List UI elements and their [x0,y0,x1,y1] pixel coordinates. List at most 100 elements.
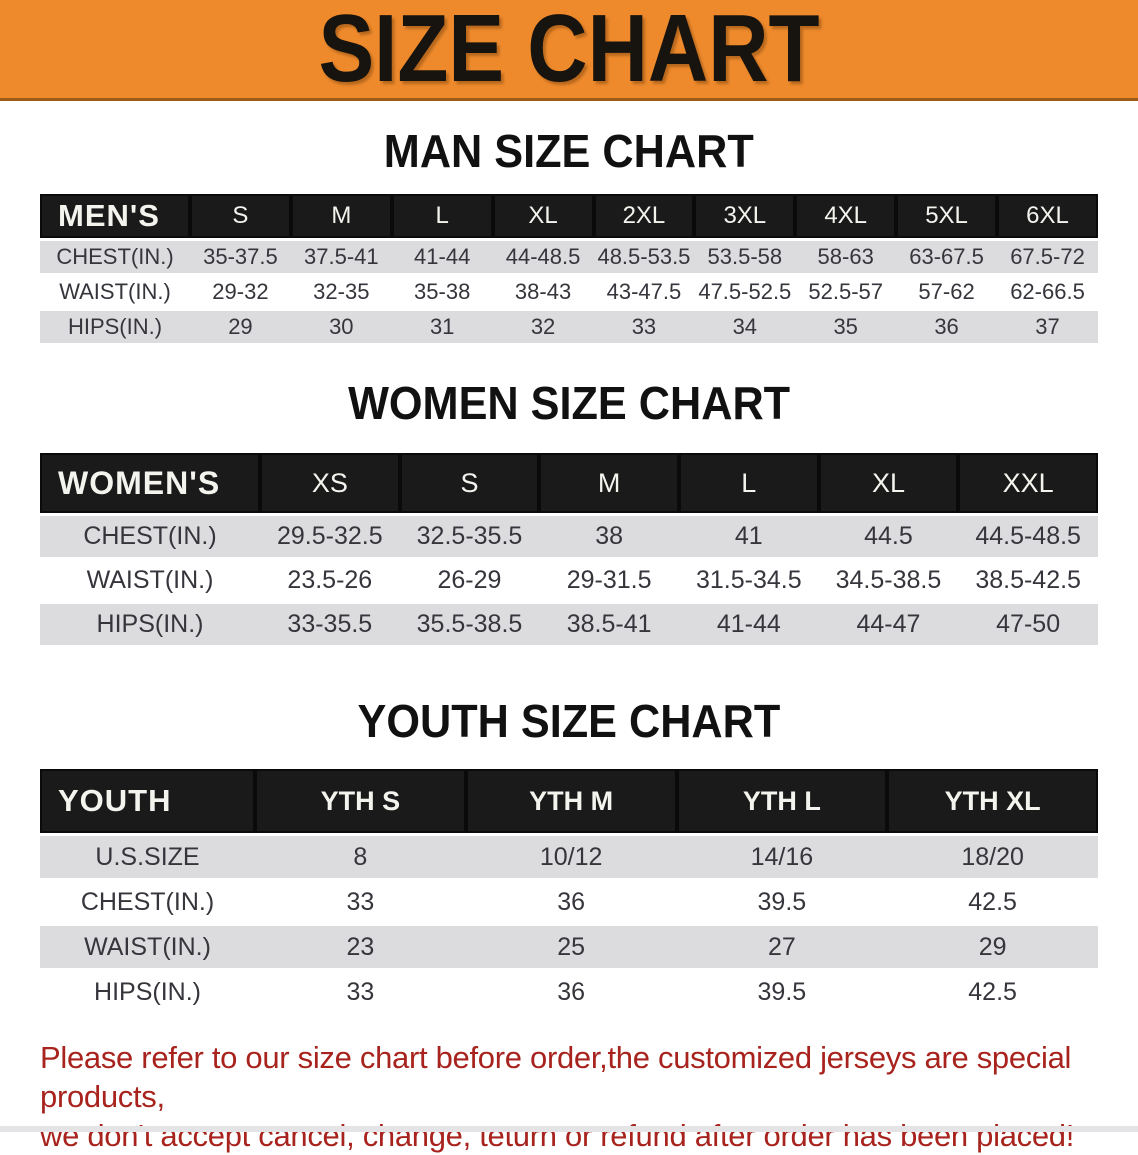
banner-title: SIZE CHART [318,0,820,102]
size-column-header: 6XL [997,194,1098,238]
youth-chart-heading-text: YOUTH SIZE CHART [357,695,781,747]
measurement-label: U.S.SIZE [95,842,200,871]
measurement-label: HIPS(IN.) [67,314,163,339]
men-table-body: CHEST(IN.) 35-37.5 37.5-41 41-44 44-48.5 48.5… [40,241,1098,343]
measurement-value: 29.5-32.5 [277,522,383,550]
size-column-header: XXL [958,453,1098,513]
measurement-row: HIPS(IN.) 33-35.5 35.5-38.5 38.5-41 41-44 44-… [40,604,1098,645]
measurement-value: 10/12 [539,842,603,871]
measurement-value: 44.5 [864,522,913,550]
measurement-value: 44-48.5 [505,244,581,269]
women-chart-heading-text: WOMEN SIZE CHART [347,377,790,429]
measurement-value: 36 [557,977,586,1006]
measurement-value: 34.5-38.5 [835,566,942,594]
measurement-value: 26-29 [437,566,502,594]
measurement-value: 29-32 [212,279,269,304]
men-size-section: MAN SIZE CHART MEN'S S M L XL 2XL 3XL 4XL 5XL 6XL… [0,127,1138,346]
measurement-value: 37.5-41 [304,244,379,269]
measurement-value: 31 [429,314,455,339]
measurement-value: 53.5-58 [707,244,783,269]
measurement-value: 42.5 [968,977,1017,1006]
order-warning-line-1: Please refer to our size chart before or… [40,1040,1072,1114]
measurement-row: WAIST(IN.) 29-32 32-35 35-38 38-43 43-47.5 47.… [40,276,1098,308]
measurement-value: 38.5-41 [566,610,652,638]
men-table-header: MEN'S S M L XL 2XL 3XL 4XL 5XL 6XL [40,194,1098,238]
measurement-value: 32.5-35.5 [416,522,523,550]
measurement-value: 35-38 [414,279,471,304]
women-size-table: WOMEN'S XS S M L XL XXL CHEST(IN.) 29.5-32.5 32.… [40,450,1098,648]
measurement-value: 38.5-42.5 [975,566,1081,594]
measurement-value: 41 [734,522,763,550]
measurement-value: 32-35 [313,279,370,304]
measurement-value: 63-67.5 [909,244,984,269]
measurement-value: 39.5 [757,977,807,1006]
size-column-header: 5XL [896,194,997,238]
measurement-row: WAIST(IN.) 23.5-26 26-29 29-31.5 31.5-34.5 34… [40,560,1098,601]
size-column-header: YTH S [255,769,466,833]
measurement-value: 52.5-57 [808,279,883,304]
measurement-row: CHEST(IN.) 35-37.5 37.5-41 41-44 44-48.5 48.5… [40,241,1098,273]
women-table-header: WOMEN'S XS S M L XL XXL [40,453,1098,513]
measurement-value: 23 [346,932,375,961]
size-table-header-row: YOUTH YTH S YTH M YTH L YTH XL [40,769,1098,833]
size-column-header: 4XL [795,194,897,238]
women-chart-heading: WOMEN SIZE CHART [0,379,1138,428]
measurement-label: CHEST(IN.) [83,522,217,550]
size-column-header: XS [260,453,400,513]
youth-chart-heading: YOUTH SIZE CHART [0,697,1138,746]
measurement-value: 30 [329,314,354,339]
size-column-header: 3XL [694,194,796,238]
measurement-value: 44.5-48.5 [975,522,1081,550]
measurement-value: 39.5 [757,887,807,916]
measurement-row: HIPS(IN.) 33 36 39.5 42.5 [40,971,1098,1013]
measurement-value: 57-62 [918,279,975,304]
measurement-value: 36 [557,887,586,916]
order-warning-line-2: we don't accept cancel, change, teturn o… [40,1118,1075,1153]
men-size-table: MEN'S S M L XL 2XL 3XL 4XL 5XL 6XL CHEST(IN.) 35-3… [40,191,1098,346]
measurement-value: 23.5-26 [287,566,373,594]
size-column-header: YTH XL [887,769,1098,833]
measurement-value: 37 [1035,314,1060,339]
men-chart-heading-text: MAN SIZE CHART [384,125,754,177]
youth-size-table: YOUTH YTH S YTH M YTH L YTH XL U.S.SIZE 8 10/1… [40,766,1098,1016]
measurement-label: HIPS(IN.) [96,610,204,638]
size-column-header: XL [818,453,959,513]
measurement-value: 38 [595,522,624,550]
measurement-value: 29-31.5 [566,566,652,594]
size-column-header: S [399,453,540,513]
size-table-header-row: WOMEN'S XS S M L XL XXL [40,453,1098,513]
measurement-value: 47-50 [996,610,1061,638]
measurement-value: 14/16 [750,842,814,871]
measurement-value: 62-66.5 [1010,279,1085,304]
measurement-value: 33-35.5 [287,610,373,638]
measurement-value: 58-63 [817,244,874,269]
measurement-value: 29 [228,314,253,339]
table-group-label: MEN'S [40,194,190,238]
size-table-header-row: MEN'S S M L XL 2XL 3XL 4XL 5XL 6XL [40,194,1098,238]
measurement-value: 42.5 [968,887,1017,916]
measurement-label: CHEST(IN.) [56,244,174,269]
measurement-value: 35 [833,314,858,339]
bottom-edge-divider [0,1126,1138,1132]
measurement-value: 31.5-34.5 [695,566,802,594]
measurement-value: 34 [732,314,758,339]
measurement-row: HIPS(IN.) 29 30 31 32 33 34 35 36 37 [40,311,1098,343]
measurement-row: CHEST(IN.) 29.5-32.5 32.5-35.5 38 41 44.5 44.5… [40,516,1098,557]
table-group-label: WOMEN'S [40,453,260,513]
size-column-header: 2XL [593,194,695,238]
measurement-value: 8 [353,842,368,871]
size-column-header: M [290,194,392,238]
measurement-value: 47.5-52.5 [698,279,792,304]
women-size-section: WOMEN SIZE CHART WOMEN'S XS S M L XL XXL CHEST… [0,379,1138,648]
size-column-header: YTH M [465,769,677,833]
measurement-value: 36 [934,314,959,339]
table-group-label: YOUTH [40,769,255,833]
measurement-row: U.S.SIZE 8 10/12 14/16 18/20 [40,836,1098,878]
measurement-label: CHEST(IN.) [80,887,215,916]
measurement-value: 48.5-53.5 [597,244,691,269]
measurement-value: 67.5-72 [1010,244,1085,269]
measurement-label: HIPS(IN.) [94,977,201,1006]
measurement-value: 33 [346,887,375,916]
youth-table-body: U.S.SIZE 8 10/12 14/16 18/20 CHEST(IN.) 33 36 39… [40,836,1098,1013]
measurement-label: WAIST(IN.) [59,279,171,304]
